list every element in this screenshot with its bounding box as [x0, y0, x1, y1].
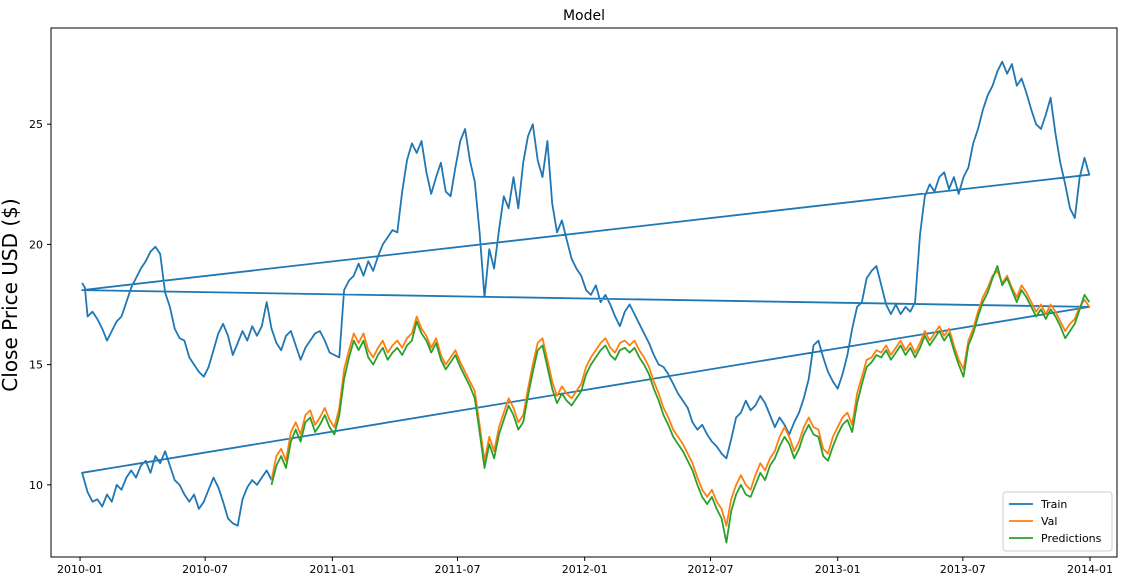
x-tick-label: 2010-07	[182, 563, 228, 576]
plot-frame	[50, 27, 1118, 558]
x-tick-label: 2014-01	[1067, 563, 1113, 576]
x-tick-label: 2011-07	[435, 563, 481, 576]
y-axis-label: Close Price USD ($)	[0, 198, 22, 391]
series-layer	[81, 60, 1091, 544]
series-line-predictions	[270, 265, 1091, 544]
series-line-train	[81, 60, 1091, 527]
x-tick-label: 2013-07	[940, 563, 986, 576]
x-tick-label: 2010-01	[57, 563, 103, 576]
x-axis: 2010-01 2010-07 2011-01 2011-07 2012-01 2012-…	[57, 557, 1113, 576]
legend: Train Val Predictions	[1002, 491, 1113, 552]
y-tick-label: 15	[29, 359, 43, 372]
x-tick-label: 2013-01	[815, 563, 861, 576]
y-tick-label: 25	[29, 118, 43, 131]
legend-label-train: Train	[1040, 498, 1067, 511]
series-line-val	[270, 270, 1091, 527]
x-tick-label: 2011-01	[309, 563, 355, 576]
legend-label-val: Val	[1041, 515, 1057, 528]
legend-box	[1002, 491, 1113, 552]
chart-title: Model	[563, 8, 605, 24]
legend-label-predictions: Predictions	[1041, 532, 1102, 545]
x-tick-label: 2012-07	[688, 563, 734, 576]
y-axis: 10 15 20 25	[29, 118, 51, 492]
y-tick-label: 20	[29, 238, 43, 251]
x-tick-label: 2012-01	[562, 563, 608, 576]
y-tick-label: 10	[29, 479, 43, 492]
